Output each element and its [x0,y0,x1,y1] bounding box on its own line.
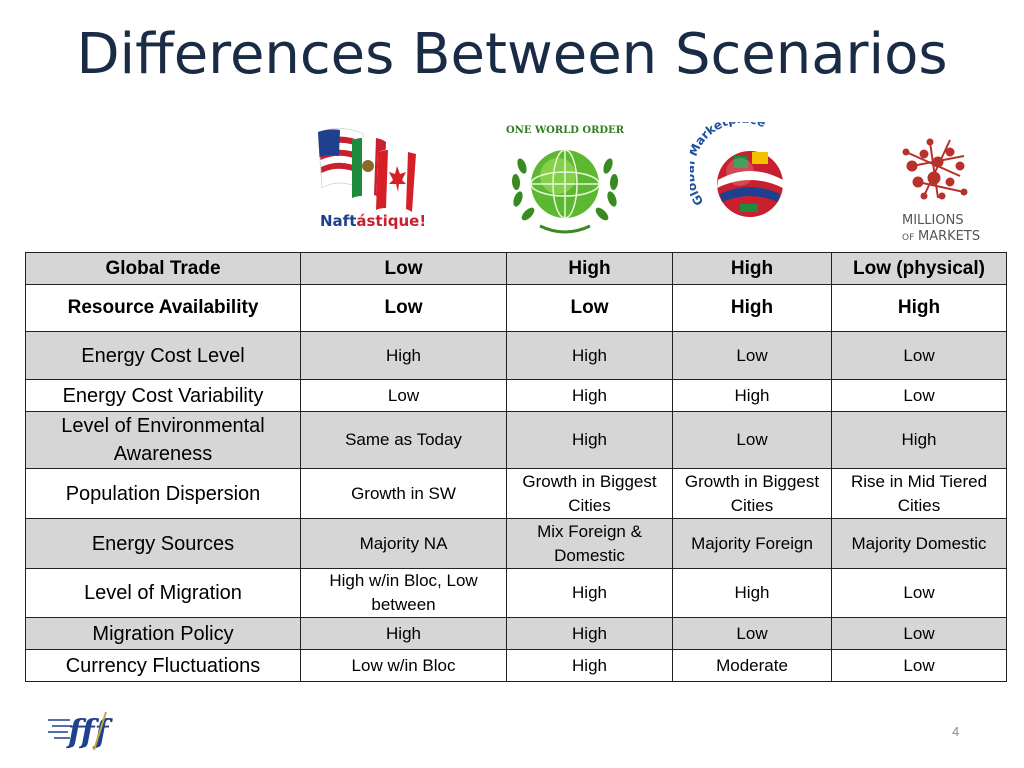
table-cell: Low [672,411,832,469]
table-cell: Growth in SW [300,468,507,519]
row-label: Global Trade [25,252,301,285]
table-cell: Mix Foreign & Domestic [506,518,673,569]
row-label: Energy Cost Variability [25,379,301,412]
row-label: Migration Policy [25,617,301,650]
table-cell: Low w/in Bloc [300,649,507,682]
table-cell: Low [831,568,1007,618]
table-row: Resource Availability Low Low High High [25,284,1007,332]
table-cell: Same as Today [300,411,507,469]
canada-flag-icon [376,148,416,212]
of-text: OF [902,233,914,243]
fff-logo-text: fff [66,712,113,750]
table-cell: Moderate [672,649,832,682]
table-cell: Low [831,649,1007,682]
fff-logo: fff [46,706,126,759]
table-cell: Majority Domestic [831,518,1007,569]
millions-text: MILLIONS [902,213,964,228]
table-cell: High [672,284,832,332]
global-marketplace-logo: Global Marketplace [690,122,802,226]
table-cell: Growth in Biggest Cities [506,468,673,519]
table-row: Energy Cost Level High High Low Low [25,331,1007,380]
table-cell: Rise in Mid Tiered Cities [831,468,1007,519]
table-cell: Majority Foreign [672,518,832,569]
table-cell: High [672,252,832,285]
table-row: Level of Environmental Awareness Same as… [25,411,1007,469]
table-cell: High [831,411,1007,469]
table-row: Population Dispersion Growth in SW Growt… [25,468,1007,519]
table-cell: Growth in Biggest Cities [672,468,832,519]
table-cell: Low [506,284,673,332]
table-row: Migration Policy High High Low Low [25,617,1007,650]
table-cell: High [300,617,507,650]
naftastique-text: Naftástique! [320,212,424,230]
table-cell: Low [300,284,507,332]
table-cell: High [672,379,832,412]
table-cell: High [506,331,673,380]
row-label: Resource Availability [25,284,301,332]
row-label: Level of Migration [25,568,301,618]
table-row: Global Trade Low High High Low (physical… [25,252,1007,285]
network-dots-icon [902,138,968,200]
table-cell: High [506,617,673,650]
table-cell: High [300,331,507,380]
laurel-wreath-icon [511,158,619,234]
table-cell: Low [831,331,1007,380]
table-cell: High [672,568,832,618]
table-cell: High [506,411,673,469]
table-cell: High [506,252,673,285]
table-cell: High [506,568,673,618]
table-cell: Majority NA [300,518,507,569]
row-label: Energy Cost Level [25,331,301,380]
page-number: 4 [952,724,960,739]
table-cell: Low [831,379,1007,412]
millions-of-markets-logo: MILLIONS OF MARKETS [894,132,990,244]
markets-text: MARKETS [918,229,980,244]
table-cell: High [506,649,673,682]
table-cell: Low [831,617,1007,650]
table-row: Energy Sources Majority NA Mix Foreign &… [25,518,1007,569]
row-label: Energy Sources [25,518,301,569]
row-label: Level of Environmental Awareness [25,411,301,469]
table-cell: Low (physical) [831,252,1007,285]
table-cell: Low [672,617,832,650]
table-cell: Low [300,252,507,285]
row-label: Population Dispersion [25,468,301,519]
table-cell: Low [672,331,832,380]
table-row: Level of Migration High w/in Bloc, Low b… [25,568,1007,618]
one-world-order-logo: ONE WORLD ORDER [500,122,630,240]
table-cell: High [831,284,1007,332]
table-cell: Low [300,379,507,412]
row-label: Currency Fluctuations [25,649,301,682]
table-row: Energy Cost Variability Low High High Lo… [25,379,1007,412]
table-row: Currency Fluctuations Low w/in Bloc High… [25,649,1007,682]
one-world-order-text: ONE WORLD ORDER [506,125,625,136]
naftastique-logo: Naftástique! [312,126,424,234]
table-cell: High w/in Bloc, Low between [300,568,507,618]
speed-lines-icon [48,719,72,739]
green-globe-icon [530,149,600,219]
slide-title: Differences Between Scenarios [76,22,948,87]
scenario-table: Global Trade Low High High Low (physical… [25,252,1007,682]
flag-globe-icon [717,151,783,217]
table-cell: High [506,379,673,412]
